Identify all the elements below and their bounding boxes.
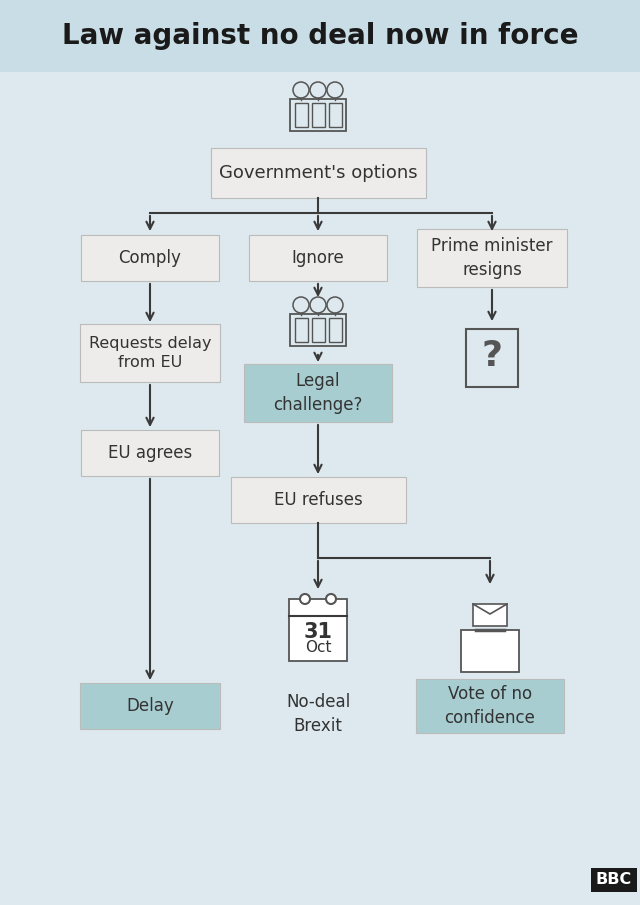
FancyBboxPatch shape xyxy=(417,229,567,287)
FancyBboxPatch shape xyxy=(81,430,219,476)
Text: Government's options: Government's options xyxy=(219,164,417,182)
FancyBboxPatch shape xyxy=(80,324,220,382)
Text: EU refuses: EU refuses xyxy=(274,491,362,509)
FancyBboxPatch shape xyxy=(80,683,220,729)
Text: Prime minister
resigns: Prime minister resigns xyxy=(431,237,553,279)
FancyBboxPatch shape xyxy=(0,0,640,72)
Text: 31: 31 xyxy=(303,622,333,642)
FancyBboxPatch shape xyxy=(416,679,564,733)
Circle shape xyxy=(293,297,309,313)
FancyBboxPatch shape xyxy=(230,477,406,523)
Text: Vote of no
confidence: Vote of no confidence xyxy=(445,685,536,727)
FancyBboxPatch shape xyxy=(312,318,324,342)
FancyBboxPatch shape xyxy=(328,103,342,127)
Circle shape xyxy=(310,82,326,98)
FancyBboxPatch shape xyxy=(81,235,219,281)
Text: Comply: Comply xyxy=(118,249,181,267)
FancyBboxPatch shape xyxy=(290,314,346,346)
Circle shape xyxy=(293,82,309,98)
Text: Ignore: Ignore xyxy=(292,249,344,267)
FancyBboxPatch shape xyxy=(473,604,507,626)
Text: Legal
challenge?: Legal challenge? xyxy=(273,372,363,414)
FancyBboxPatch shape xyxy=(294,318,307,342)
FancyBboxPatch shape xyxy=(244,364,392,422)
Text: Law against no deal now in force: Law against no deal now in force xyxy=(61,22,579,50)
FancyBboxPatch shape xyxy=(290,99,346,131)
Circle shape xyxy=(300,594,310,604)
Text: BBC: BBC xyxy=(596,872,632,888)
Text: Delay: Delay xyxy=(126,697,174,715)
Text: Requests delay
from EU: Requests delay from EU xyxy=(89,336,211,370)
FancyBboxPatch shape xyxy=(211,148,426,198)
FancyBboxPatch shape xyxy=(289,599,347,661)
Circle shape xyxy=(310,297,326,313)
FancyBboxPatch shape xyxy=(294,103,307,127)
FancyBboxPatch shape xyxy=(461,630,519,672)
FancyBboxPatch shape xyxy=(328,318,342,342)
FancyBboxPatch shape xyxy=(249,235,387,281)
Circle shape xyxy=(327,82,343,98)
Text: No-deal
Brexit: No-deal Brexit xyxy=(286,693,350,735)
Circle shape xyxy=(327,297,343,313)
Text: ?: ? xyxy=(481,339,502,373)
Text: Oct: Oct xyxy=(305,641,332,655)
FancyBboxPatch shape xyxy=(466,329,518,387)
Text: EU agrees: EU agrees xyxy=(108,444,192,462)
Circle shape xyxy=(326,594,336,604)
FancyBboxPatch shape xyxy=(312,103,324,127)
